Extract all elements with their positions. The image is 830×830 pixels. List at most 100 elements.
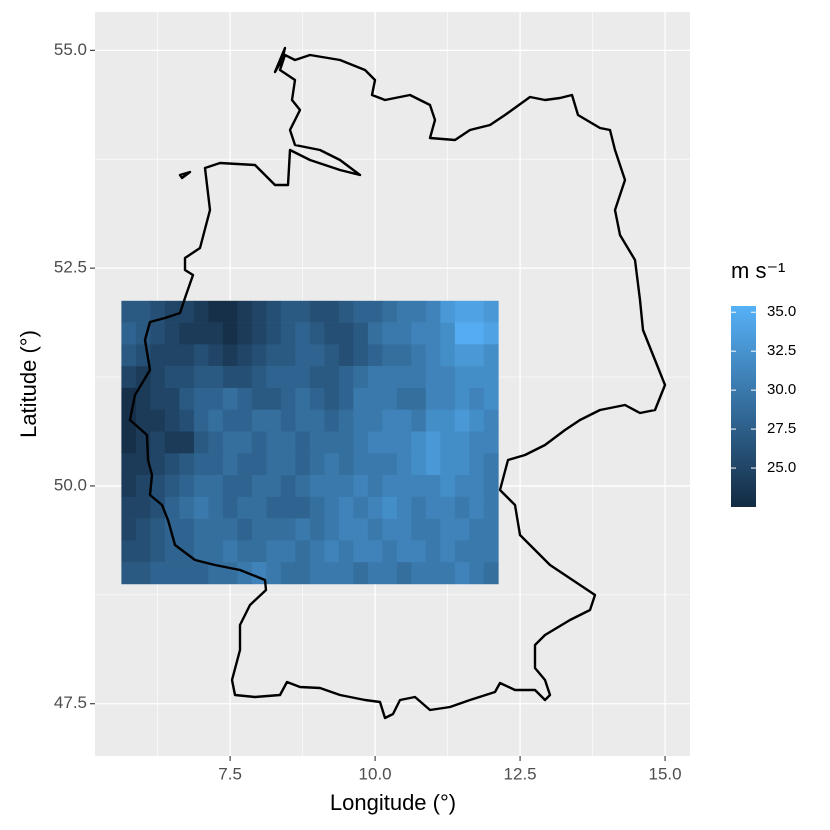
heat-cell: [367, 453, 383, 476]
heat-cell: [237, 387, 253, 411]
heat-cell: [454, 475, 470, 498]
heat-cell: [425, 322, 441, 345]
heat-cell: [237, 322, 253, 345]
heat-cell: [425, 475, 441, 498]
heat-cell: [469, 475, 485, 498]
heat-cell: [164, 366, 180, 389]
heat-cell: [483, 366, 499, 389]
heat-cell: [309, 518, 325, 541]
heat-cell: [295, 431, 311, 454]
heat-cell: [280, 366, 296, 389]
heat-cell: [411, 344, 427, 367]
heat-cell: [382, 300, 398, 323]
heat-cell: [121, 540, 137, 563]
heat-cell: [179, 387, 195, 411]
heat-cell: [483, 409, 499, 432]
heat-cell: [483, 322, 499, 345]
heat-cell: [193, 322, 209, 345]
heat-cell: [121, 344, 137, 367]
heat-cell: [251, 409, 267, 432]
heat-cell: [440, 540, 456, 563]
heat-cell: [396, 387, 412, 411]
heat-cell: [411, 518, 427, 541]
heat-cell: [193, 453, 209, 476]
heat-cell: [309, 431, 325, 454]
x-tick-label: 12.5: [504, 764, 537, 783]
heat-cell: [295, 322, 311, 345]
heat-cell: [208, 562, 224, 585]
heat-cell: [179, 562, 195, 585]
heat-cell: [251, 322, 267, 345]
heat-cell: [440, 366, 456, 389]
country-outline: [128, 46, 667, 720]
heat-cell: [150, 409, 166, 432]
heat-cell: [135, 496, 151, 519]
heat-cell: [338, 540, 354, 563]
heat-cell: [338, 496, 354, 519]
heat-cell: [396, 300, 412, 323]
heat-cell: [338, 366, 354, 389]
y-axis-title: Latitude (°): [16, 330, 41, 438]
heat-cell: [237, 366, 253, 389]
heat-cell: [367, 366, 383, 389]
heat-cell: [324, 475, 340, 498]
heat-cell: [150, 518, 166, 541]
heat-cell: [295, 387, 311, 411]
heat-cell: [208, 431, 224, 454]
heat-cell: [396, 366, 412, 389]
heat-cell: [396, 431, 412, 454]
heat-cell: [469, 431, 485, 454]
heat-cell: [266, 540, 282, 563]
heat-cell: [338, 322, 354, 345]
heat-cell: [440, 518, 456, 541]
heat-cell: [150, 344, 166, 367]
heat-cell: [367, 431, 383, 454]
heat-cell: [324, 344, 340, 367]
heat-cell: [266, 322, 282, 345]
heat-cell: [208, 322, 224, 345]
heat-cell: [425, 300, 441, 323]
heat-cell: [469, 322, 485, 345]
heat-cell: [353, 475, 369, 498]
heat-cell: [367, 344, 383, 367]
heat-cell: [150, 496, 166, 519]
heat-cell: [179, 409, 195, 432]
heat-cell: [353, 562, 369, 585]
heat-cell: [121, 322, 137, 345]
heat-cell: [164, 344, 180, 367]
heat-cell: [280, 387, 296, 411]
heat-cell: [411, 562, 427, 585]
heat-cell: [309, 475, 325, 498]
heat-cell: [208, 366, 224, 389]
heat-cell: [309, 344, 325, 367]
heat-cell: [469, 562, 485, 585]
heat-cell: [237, 496, 253, 519]
heat-cell: [469, 300, 485, 323]
heat-cell: [440, 387, 456, 411]
heat-cell: [237, 431, 253, 454]
heat-cell: [411, 409, 427, 432]
heat-cell: [295, 562, 311, 585]
heat-cell: [251, 344, 267, 367]
colorbar: [731, 306, 756, 507]
heat-cell: [483, 496, 499, 519]
heat-cell: [208, 518, 224, 541]
colorbar-tick-label: 25.0: [767, 459, 796, 476]
heat-cell: [382, 518, 398, 541]
heat-cell: [222, 540, 238, 563]
heat-cell: [367, 540, 383, 563]
heat-cell: [164, 540, 180, 563]
legend-title: m s⁻¹: [731, 258, 785, 283]
heat-cell: [425, 431, 441, 454]
heat-cell: [295, 518, 311, 541]
heat-cell: [324, 409, 340, 432]
heat-cell: [251, 496, 267, 519]
heat-cell: [251, 475, 267, 498]
heat-cell: [324, 431, 340, 454]
colorbar-tick-label: 30.0: [767, 381, 796, 398]
heat-cell: [411, 387, 427, 411]
heat-cell: [237, 453, 253, 476]
colorbar-tick-label: 27.5: [767, 420, 796, 437]
heat-cell: [483, 518, 499, 541]
heat-cell: [251, 453, 267, 476]
